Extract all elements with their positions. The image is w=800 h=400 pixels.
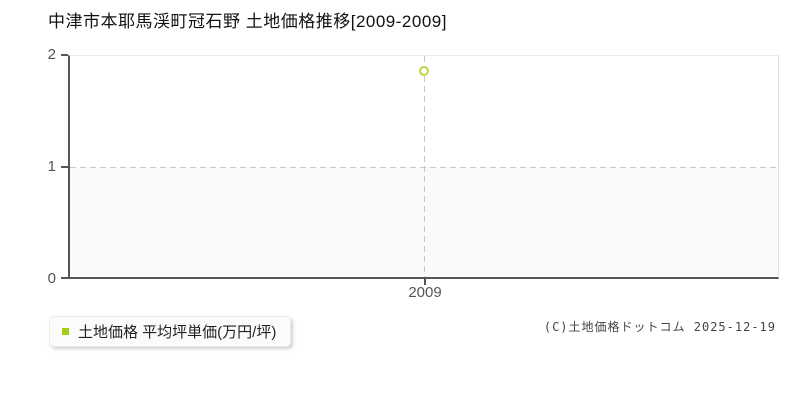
- plot-area: [68, 55, 779, 279]
- legend-label: 土地価格 平均坪単価(万円/坪): [78, 324, 277, 341]
- chart-title: 中津市本耶馬渓町冠石野 土地価格推移[2009-2009]: [48, 12, 447, 31]
- y-axis-label-0: 0: [47, 270, 56, 287]
- legend[interactable]: 土地価格 平均坪単価(万円/坪): [49, 316, 292, 347]
- copyright: (C)土地価格ドットコム 2025-12-19: [543, 320, 776, 334]
- x-axis-label-2009: 2009: [408, 284, 442, 301]
- y-axis-tick-2: [61, 54, 68, 56]
- y-axis-tick-1: [61, 166, 68, 168]
- gridline-x2009: [424, 56, 425, 277]
- y-axis-tick-0: [61, 277, 68, 279]
- legend-marker-icon: [62, 328, 69, 335]
- x-axis-tick-2009: [424, 279, 426, 285]
- y-axis-label-1: 1: [47, 158, 56, 175]
- data-point-2009[interactable]: [419, 66, 429, 77]
- y-axis-label-2: 2: [47, 46, 56, 63]
